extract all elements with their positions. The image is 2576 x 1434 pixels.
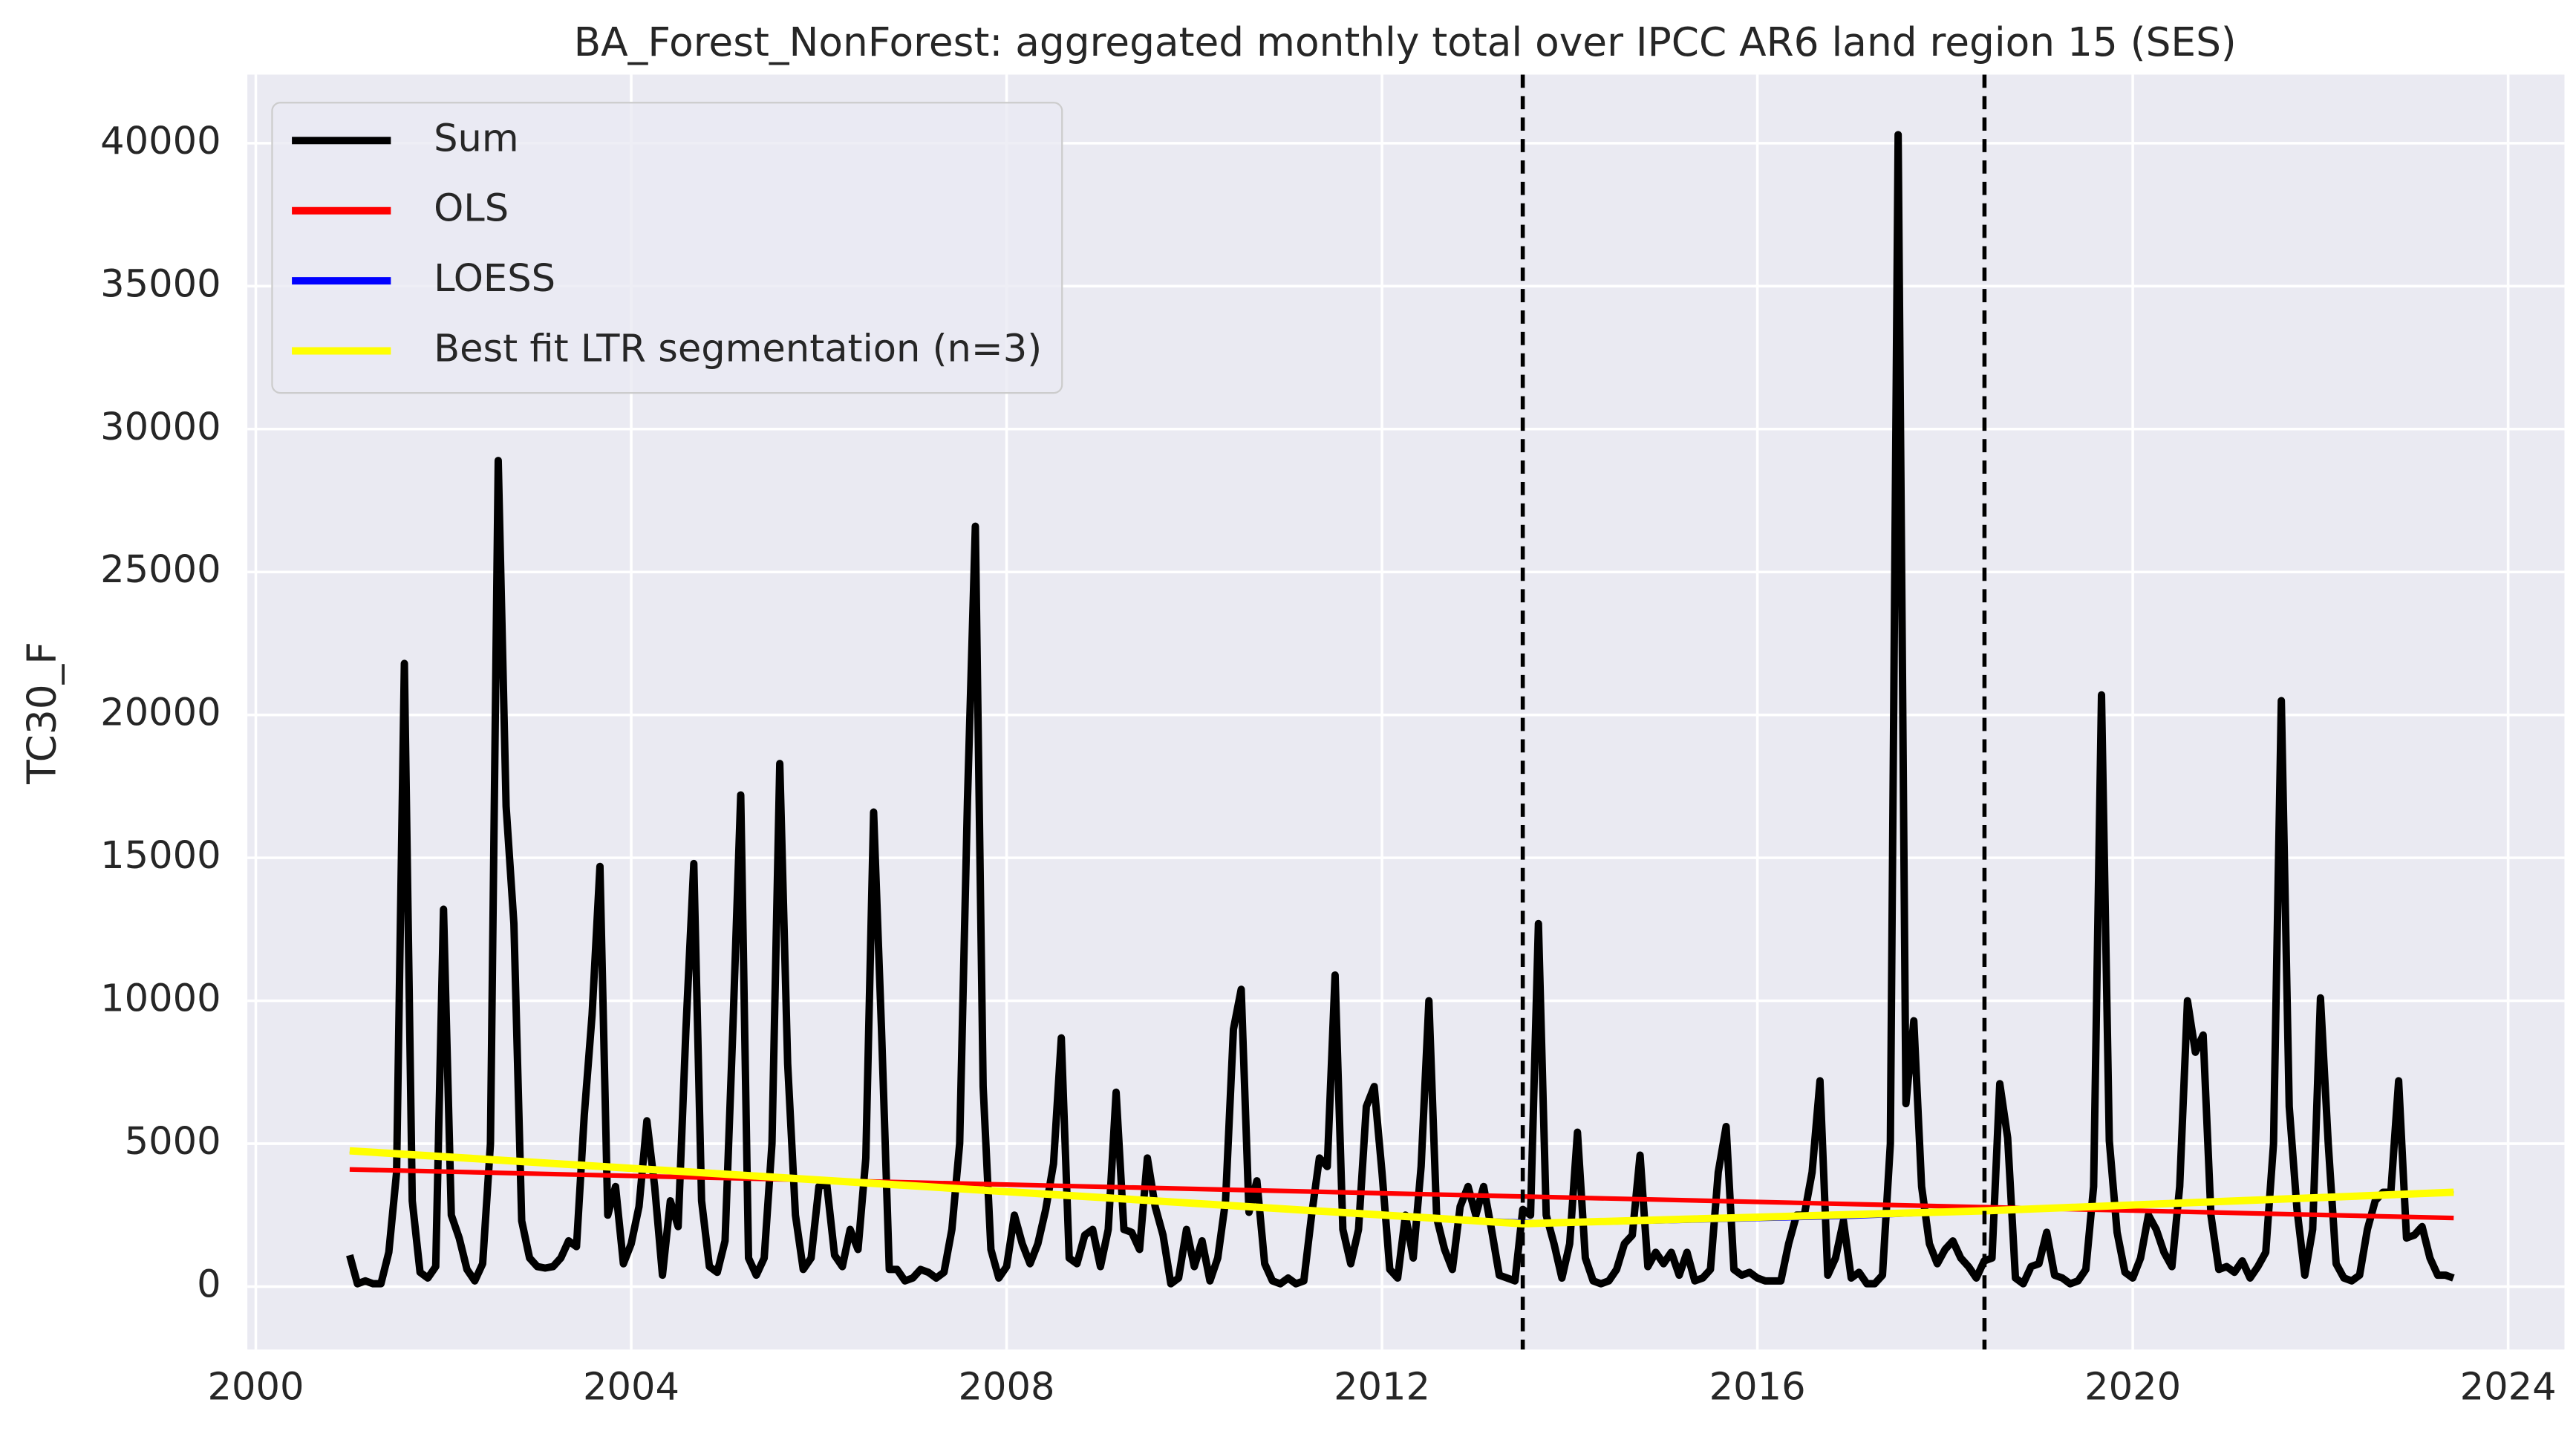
x-tick-label: 2012 [1334, 1366, 1430, 1409]
y-tick-label: 15000 [100, 834, 221, 878]
legend: Sum OLS LOESS Best fit LTR segmentation (n=… [271, 102, 1063, 394]
chart-title: BA_Forest_NonForest: aggregated monthly … [574, 19, 2237, 65]
legend-label: LOESS [434, 257, 555, 301]
x-tick-label: 2004 [583, 1366, 679, 1409]
y-tick-label: 20000 [100, 691, 221, 735]
y-tick-label: 30000 [100, 405, 221, 449]
x-tick-label: 2016 [1709, 1366, 1806, 1409]
legend-label: Sum [434, 117, 519, 160]
y-tick-label: 40000 [100, 120, 221, 163]
x-tick-label: 2024 [2460, 1366, 2557, 1409]
legend-label: Best fit LTR segmentation (n=3) [434, 327, 1042, 371]
y-tick-label: 5000 [125, 1120, 221, 1164]
y-tick-label: 35000 [100, 262, 221, 306]
series-line [349, 1167, 2454, 1221]
y-tick-label: 25000 [100, 548, 221, 592]
legend-box [271, 102, 1063, 394]
y-tick-label: 0 [197, 1263, 221, 1307]
series-line [349, 1147, 2454, 1228]
series-line [346, 131, 2455, 1288]
legend-label: OLS [434, 187, 509, 231]
x-tick-label: 2000 [208, 1366, 304, 1409]
x-tick-label: 2008 [959, 1366, 1055, 1409]
x-tick-label: 2020 [2084, 1366, 2181, 1409]
y-axis-label: TC30_F [19, 642, 65, 785]
y-tick-label: 10000 [100, 977, 221, 1021]
